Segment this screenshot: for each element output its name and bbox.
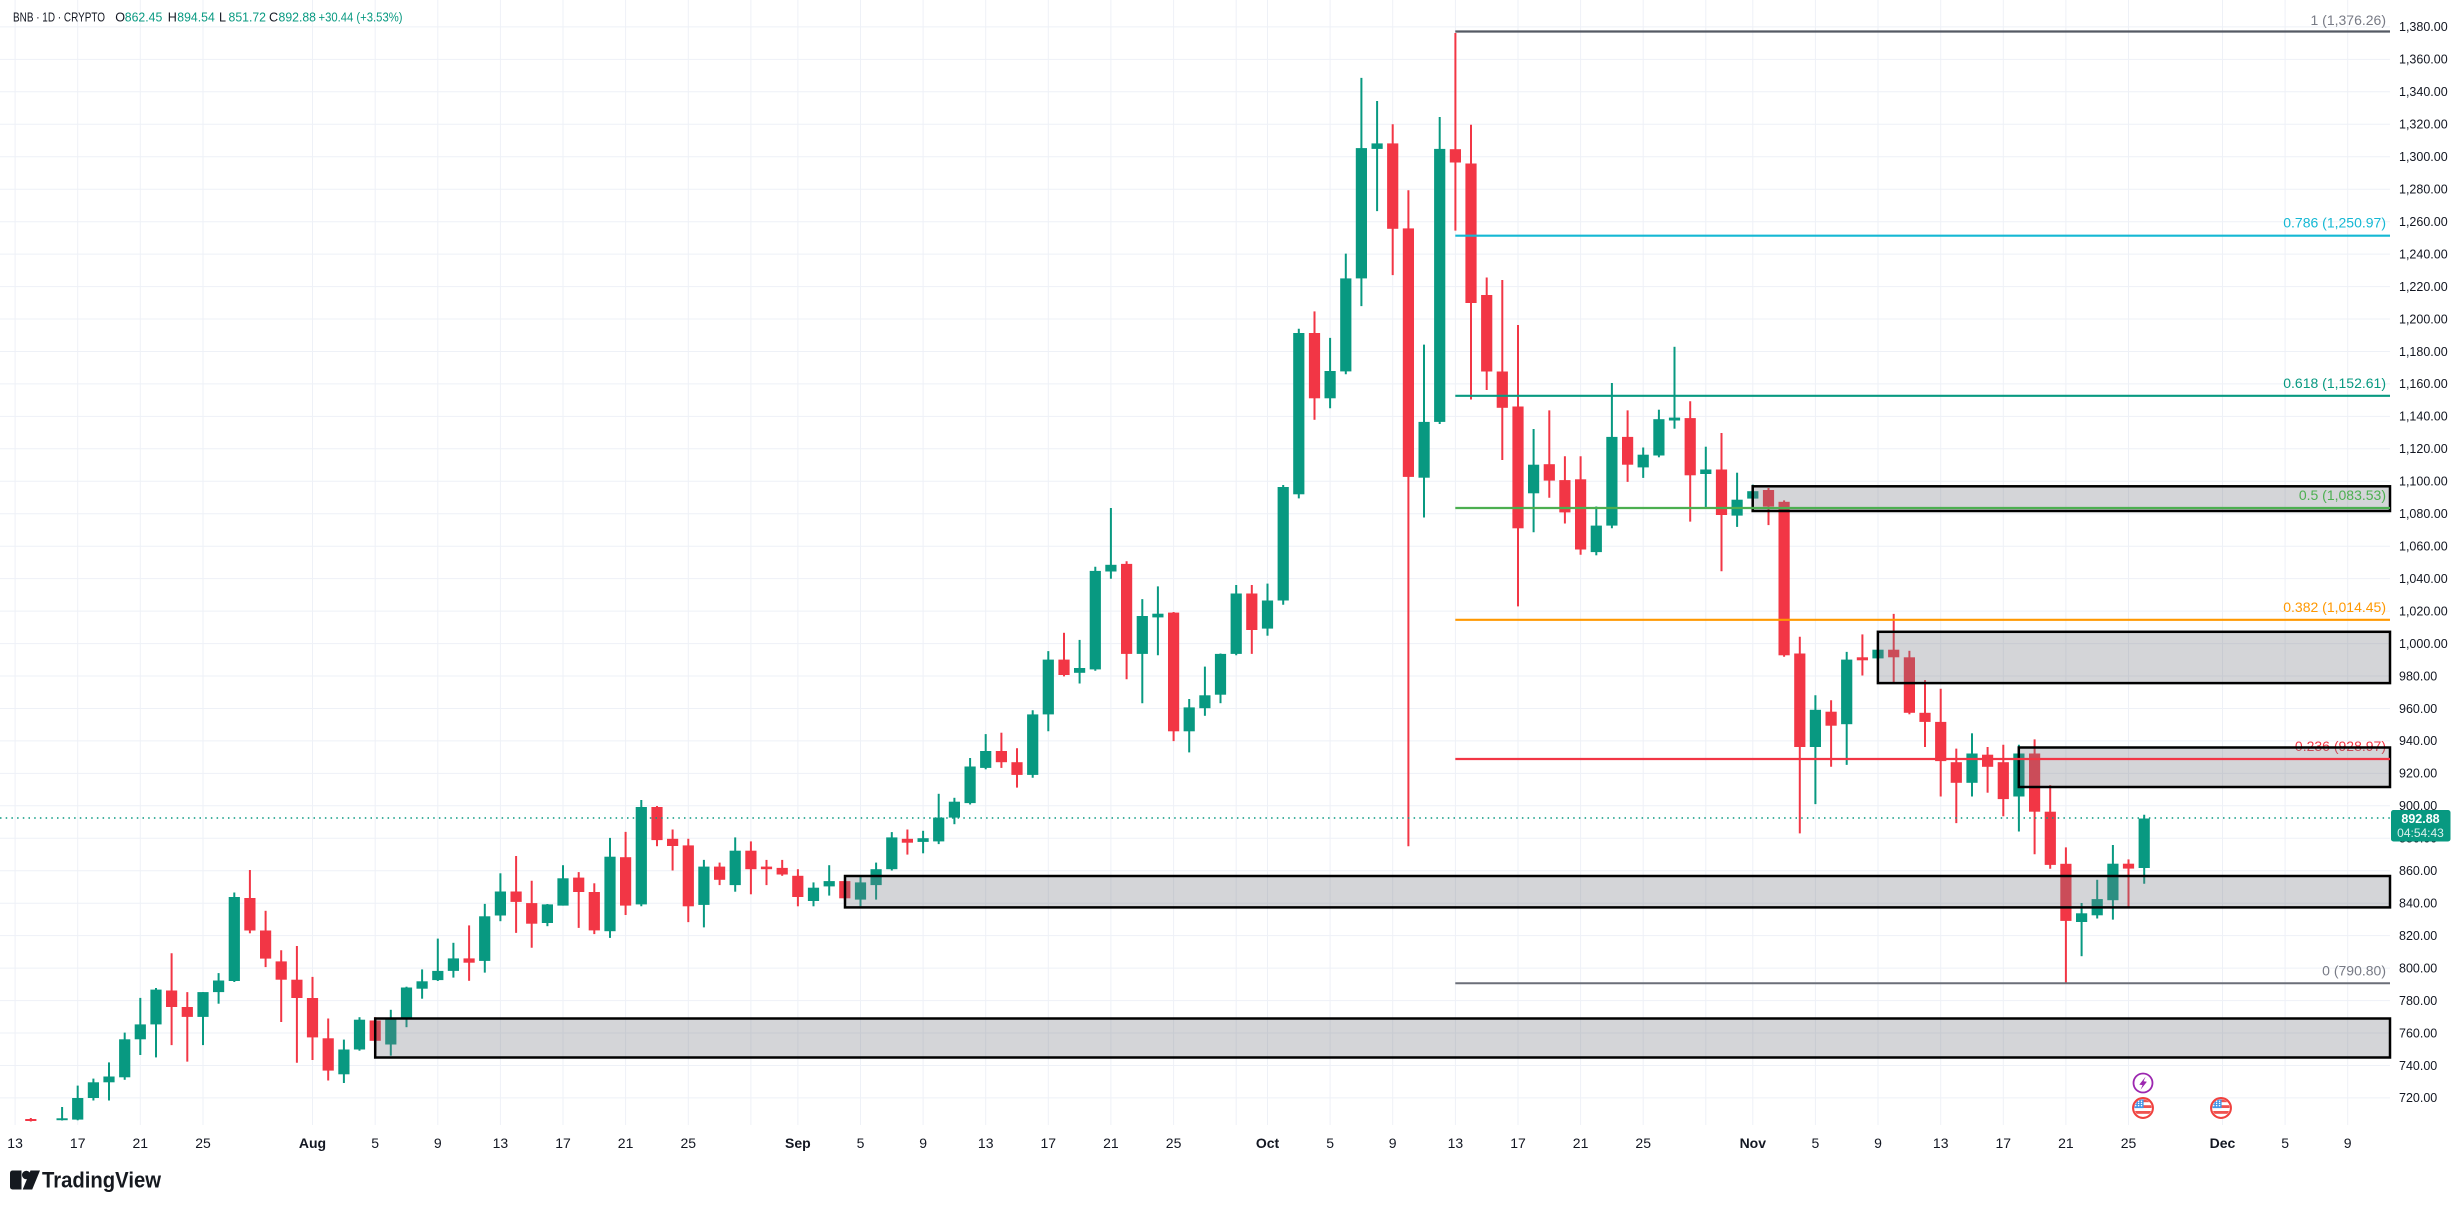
svg-text:1,300.00: 1,300.00 — [2399, 150, 2448, 164]
svg-text:04:54:43: 04:54:43 — [2397, 826, 2444, 840]
svg-text:0.236 (928.97): 0.236 (928.97) — [2295, 738, 2386, 754]
svg-text:17: 17 — [1996, 1135, 2012, 1151]
svg-text:25: 25 — [1635, 1135, 1651, 1151]
svg-text:17: 17 — [1041, 1135, 1057, 1151]
svg-text:1,360.00: 1,360.00 — [2399, 53, 2448, 67]
svg-text:840.00: 840.00 — [2399, 897, 2437, 911]
svg-text:13: 13 — [1933, 1135, 1949, 1151]
svg-text:C: C — [269, 11, 278, 25]
svg-text:760.00: 760.00 — [2399, 1026, 2437, 1040]
svg-text:1,020.00: 1,020.00 — [2399, 604, 2448, 618]
svg-text:0.5 (1,083.53): 0.5 (1,083.53) — [2299, 487, 2386, 503]
svg-text:Aug: Aug — [299, 1135, 326, 1151]
svg-text:1,040.00: 1,040.00 — [2399, 572, 2448, 586]
svg-text:920.00: 920.00 — [2399, 767, 2437, 781]
svg-text:862.45: 862.45 — [125, 11, 163, 25]
svg-text:9: 9 — [919, 1135, 927, 1151]
svg-text:1,260.00: 1,260.00 — [2399, 215, 2448, 229]
svg-text:1,080.00: 1,080.00 — [2399, 507, 2448, 521]
svg-text:Sep: Sep — [785, 1135, 811, 1151]
svg-text:940.00: 940.00 — [2399, 734, 2437, 748]
svg-text:800.00: 800.00 — [2399, 961, 2437, 975]
svg-text:860.00: 860.00 — [2399, 864, 2437, 878]
svg-text:5: 5 — [371, 1135, 379, 1151]
svg-text:13: 13 — [7, 1135, 23, 1151]
svg-text:960.00: 960.00 — [2399, 702, 2437, 716]
svg-text:892.88: 892.88 — [279, 11, 317, 25]
svg-text:17: 17 — [70, 1135, 86, 1151]
svg-text:1,240.00: 1,240.00 — [2399, 247, 2448, 261]
svg-text:21: 21 — [2058, 1135, 2074, 1151]
svg-text:5: 5 — [857, 1135, 865, 1151]
svg-text:25: 25 — [1166, 1135, 1182, 1151]
svg-text:820.00: 820.00 — [2399, 929, 2437, 943]
svg-text:TradingView: TradingView — [42, 1168, 161, 1193]
svg-text:17: 17 — [555, 1135, 571, 1151]
svg-text:892.88: 892.88 — [2401, 812, 2439, 826]
svg-text:25: 25 — [195, 1135, 211, 1151]
svg-text:L: L — [219, 11, 226, 25]
svg-text:1,160.00: 1,160.00 — [2399, 377, 2448, 391]
svg-text:780.00: 780.00 — [2399, 994, 2437, 1008]
svg-text:1 (1,376.26): 1 (1,376.26) — [2311, 12, 2387, 28]
svg-text:13: 13 — [978, 1135, 994, 1151]
svg-text:13: 13 — [1448, 1135, 1464, 1151]
svg-text:21: 21 — [1573, 1135, 1589, 1151]
svg-text:21: 21 — [1103, 1135, 1119, 1151]
svg-text:5: 5 — [1812, 1135, 1820, 1151]
svg-text:BNB · 1D · CRYPTO: BNB · 1D · CRYPTO — [13, 11, 105, 25]
svg-text:9: 9 — [1389, 1135, 1397, 1151]
svg-text:1,220.00: 1,220.00 — [2399, 280, 2448, 294]
svg-text:1,100.00: 1,100.00 — [2399, 475, 2448, 489]
svg-text:851.72: 851.72 — [229, 11, 267, 25]
svg-text:Oct: Oct — [1256, 1135, 1280, 1151]
svg-text:900.00: 900.00 — [2399, 799, 2437, 813]
svg-text:25: 25 — [2121, 1135, 2137, 1151]
svg-text:894.54: 894.54 — [177, 11, 215, 25]
svg-text:5: 5 — [2281, 1135, 2289, 1151]
svg-text:1,000.00: 1,000.00 — [2399, 637, 2448, 651]
svg-text:Nov: Nov — [1740, 1135, 1767, 1151]
svg-text:0.786 (1,250.97): 0.786 (1,250.97) — [2283, 215, 2386, 231]
svg-text:0 (790.80): 0 (790.80) — [2322, 962, 2386, 978]
svg-text:1,060.00: 1,060.00 — [2399, 540, 2448, 554]
svg-text:1,140.00: 1,140.00 — [2399, 410, 2448, 424]
svg-text:9: 9 — [2344, 1135, 2352, 1151]
svg-text:1,200.00: 1,200.00 — [2399, 312, 2448, 326]
svg-text:980.00: 980.00 — [2399, 669, 2437, 683]
svg-text:1,180.00: 1,180.00 — [2399, 345, 2448, 359]
svg-text:13: 13 — [493, 1135, 509, 1151]
svg-text:Dec: Dec — [2210, 1135, 2236, 1151]
svg-text:21: 21 — [618, 1135, 634, 1151]
svg-text:1,120.00: 1,120.00 — [2399, 442, 2448, 456]
svg-text:25: 25 — [681, 1135, 697, 1151]
svg-text:0.618 (1,152.61): 0.618 (1,152.61) — [2283, 375, 2386, 391]
svg-text:H: H — [168, 11, 177, 25]
svg-text:0.382 (1,014.45): 0.382 (1,014.45) — [2283, 599, 2386, 615]
svg-text:740.00: 740.00 — [2399, 1059, 2437, 1073]
svg-text:17: 17 — [1510, 1135, 1526, 1151]
svg-text:O: O — [115, 11, 125, 25]
svg-text:1,340.00: 1,340.00 — [2399, 85, 2448, 99]
svg-text:1,380.00: 1,380.00 — [2399, 20, 2448, 34]
svg-text:9: 9 — [1874, 1135, 1882, 1151]
svg-text:21: 21 — [133, 1135, 149, 1151]
svg-text:720.00: 720.00 — [2399, 1091, 2437, 1105]
svg-text:1,320.00: 1,320.00 — [2399, 118, 2448, 132]
svg-text:9: 9 — [434, 1135, 442, 1151]
svg-text:1,280.00: 1,280.00 — [2399, 183, 2448, 197]
svg-text:5: 5 — [1326, 1135, 1334, 1151]
svg-text:+30.44 (+3.53%): +30.44 (+3.53%) — [319, 11, 403, 25]
